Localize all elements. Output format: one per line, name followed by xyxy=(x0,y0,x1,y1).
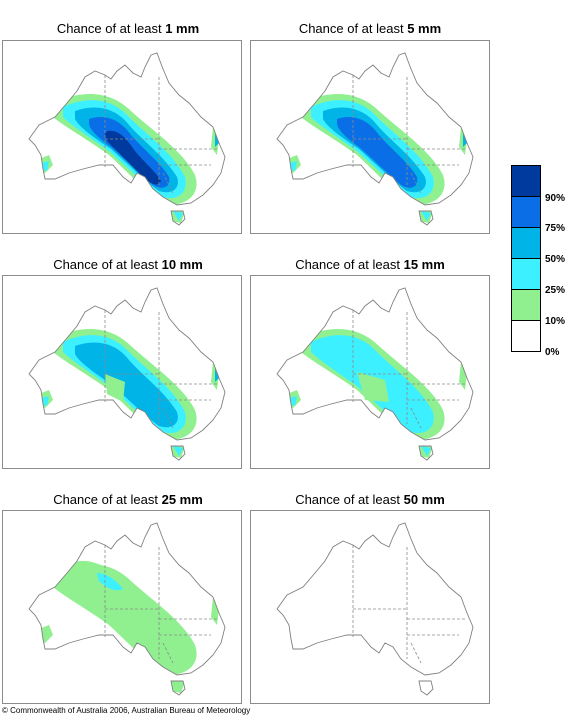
legend-swatch-75-90 xyxy=(511,196,541,227)
map-50mm xyxy=(250,510,490,704)
state-border xyxy=(162,642,174,664)
panel-title-25mm: Chance of at least 25 mm xyxy=(53,492,203,507)
panel-title-50mm: Chance of at least 50 mm xyxy=(295,492,445,507)
map-5mm xyxy=(250,40,490,234)
australia-map xyxy=(28,52,226,226)
coastline xyxy=(28,522,226,676)
rain-area-sky xyxy=(463,133,467,147)
legend-swatch-50-75 xyxy=(511,227,541,258)
rain-area-cyan xyxy=(173,211,183,221)
rain-area-green xyxy=(211,597,219,625)
rain-area-green xyxy=(109,599,119,611)
panel-title-5mm: Chance of at least 5 mm xyxy=(298,21,442,36)
rain-area-navy xyxy=(104,130,161,185)
tasmania-coastline xyxy=(418,445,434,461)
coastline xyxy=(28,52,226,206)
rain-area-green xyxy=(357,372,389,402)
copyright-notice: © Commonwealth of Australia 2006, Austra… xyxy=(2,706,251,715)
map-10mm xyxy=(2,275,242,469)
legend-swatch-0-10 xyxy=(511,320,541,352)
rain-area-green xyxy=(163,637,173,657)
rain-area-green xyxy=(105,374,125,402)
tasmania-coastline xyxy=(418,680,434,696)
rain-area-green xyxy=(73,641,81,649)
rain-area-cyan xyxy=(421,446,431,456)
rain-area-green xyxy=(53,563,197,675)
coastline xyxy=(276,522,474,676)
map-1mm xyxy=(2,40,242,234)
australia-map xyxy=(276,52,474,226)
legend-label-75: 75% xyxy=(545,223,566,234)
legend-label-0: 0% xyxy=(545,347,560,358)
state-border xyxy=(162,172,174,194)
legend-swatch-25-50 xyxy=(511,258,541,289)
coastline xyxy=(276,52,474,206)
map-15mm xyxy=(250,275,490,469)
state-border xyxy=(162,407,174,429)
legend-label-25: 25% xyxy=(545,285,566,296)
australia-map xyxy=(276,522,474,696)
legend-label-50: 50% xyxy=(545,254,566,265)
rain-area-sky xyxy=(215,368,219,382)
panel-title-10mm: Chance of at least 10 mm xyxy=(53,257,203,272)
rain-area-cyan xyxy=(97,573,123,591)
probability-legend xyxy=(511,165,541,352)
australia-map xyxy=(28,522,226,696)
rain-area-cyan xyxy=(173,446,183,456)
panel-title-1mm: Chance of at least 1 mm xyxy=(56,21,200,36)
rain-area-cyan xyxy=(421,211,431,221)
tasmania-coastline xyxy=(170,445,186,461)
rain-area-sky xyxy=(75,342,178,428)
panel-title-15mm: Chance of at least 15 mm xyxy=(295,257,445,272)
legend-label-10: 10% xyxy=(545,316,566,327)
rain-area-green xyxy=(117,621,127,635)
coastline xyxy=(276,287,474,441)
tasmania-coastline xyxy=(170,680,186,696)
australia-map xyxy=(276,287,474,461)
legend-swatch-10-25 xyxy=(511,289,541,320)
rain-area-green xyxy=(459,362,467,390)
tasmania-coastline xyxy=(418,210,434,226)
state-border xyxy=(410,172,422,194)
map-25mm xyxy=(2,510,242,704)
legend-label-90: 90% xyxy=(545,193,566,204)
rain-area-blue xyxy=(337,116,418,188)
state-border xyxy=(410,407,422,429)
rain-area-sky xyxy=(215,133,219,147)
state-border xyxy=(410,642,422,664)
tasmania-coastline xyxy=(170,210,186,226)
australia-map xyxy=(28,287,226,461)
coastline xyxy=(28,287,226,441)
legend-swatch-90-100 xyxy=(511,165,541,196)
